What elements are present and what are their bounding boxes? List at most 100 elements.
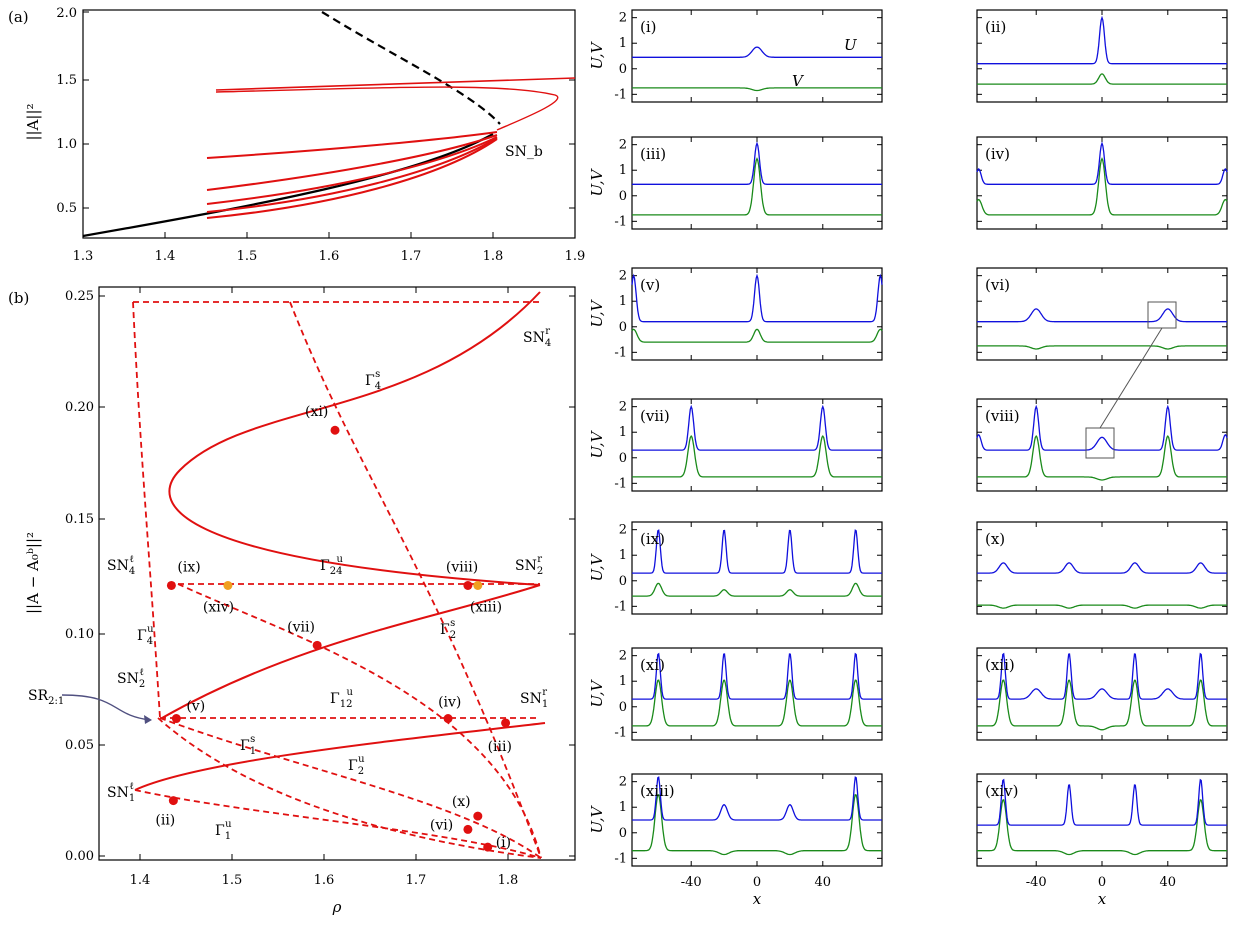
profile-xlabel-13: x [753,890,762,908]
profile-xtick-label-13-2: 40 [815,875,832,890]
b-point-label-8: (viii) [446,559,478,575]
profile-ytick-label-5-3: -1 [614,345,627,360]
profile-ytick-label-11-0: 2 [619,649,627,664]
profile-ytick-label-5-1: 1 [619,294,627,309]
profile-label-14: (xiv) [985,782,1018,800]
b-label-sn4r: SN4r [523,326,551,349]
b-point-1 [483,842,493,852]
profile-v-curve-12 [977,679,1227,731]
b-point-5 [171,714,181,724]
profile-v-curve-14 [977,798,1227,856]
panel-b: (b) 1.4 1.5 1.6 1.7 1.8 0.00 0.05 0.10 0… [8,286,576,916]
panel-b-ticks [99,287,575,860]
profile-u-curve-14 [977,778,1227,826]
b-point-6 [463,824,473,834]
profile-xtick-label-14-0: -40 [1026,875,1047,890]
b-gamma2s-lower [161,584,541,719]
profile-panel-10: (x) [976,521,1228,615]
profile-xtick-label-14-1: 0 [1098,875,1106,890]
profile-label-5: (v) [640,276,660,294]
profile-panels: 2 1 0 -1 U,V (i) U V (ii) 2 1 0 -1 U,V (iii) (iv) 2 1 0 -1 U… [588,9,1228,908]
panel-a-ticks [82,11,576,238]
b-point-11 [330,425,340,435]
profile-xlabel-14: x [1098,890,1107,908]
profile-v-curve-6 [977,345,1227,350]
b-point-8 [463,580,473,590]
profile-panel-11: 2 1 0 -1 U,V (xi) [588,647,883,741]
profile-xtick-label-13-1: 0 [753,875,761,890]
a-ytick-4: 2.0 [56,6,77,21]
profile-xtick-label-13-0: -40 [681,875,702,890]
profile-u-curve-6 [977,308,1227,323]
b-point-3 [501,718,511,728]
b-point-label-5: (v) [186,699,205,715]
profile-ytick-label-1-2: 0 [619,62,627,77]
profile-panel-6: (vi) [976,267,1228,361]
profile-u-curve-1 [632,46,882,58]
b-point-label-4: (iv) [438,695,461,711]
a-red-branch-6 [206,137,498,213]
a-ytick-3: 1.5 [56,73,77,88]
b-point-label-2: (ii) [155,813,175,829]
profile-ytick-label-3-3: -1 [614,214,627,229]
profile-u-curve-8 [976,404,1228,451]
b-sr-arrow [61,694,151,721]
profile-ytick-label-3-2: 0 [619,189,627,204]
profile-v-curve-7 [632,434,882,478]
profile-panel-14: -40 0 40 x (xiv) [976,773,1228,908]
b-ytick-6: 0.25 [65,289,94,304]
profile-u-curve-11 [632,652,882,700]
profile-v-curve-4 [976,157,1228,216]
profile-panel-5: 2 1 0 -1 U,V (v) [588,267,883,361]
profile-ytick-label-13-1: 1 [619,800,627,815]
profile-ylabel-11: U,V [588,678,606,707]
a-red-branch-2 [215,86,559,131]
profile-ytick-label-9-0: 2 [619,523,627,538]
profile-v-curve-2 [977,73,1227,85]
a-red-branch-5 [206,136,498,205]
a-red-branch-1 [215,77,576,91]
b-label-gamma1u: Γ1u [215,819,232,842]
b-ytick-5: 0.20 [65,400,94,415]
profile-label-10: (x) [985,530,1005,548]
profile-panel-1: 2 1 0 -1 U,V (i) U V [588,9,883,103]
profile-u-curve-3 [632,141,882,185]
profile-ytick-label-13-0: 2 [619,775,627,790]
profile-ylabel-7: U,V [588,429,606,458]
b-ylabel: ||A − A₀ᵇ||² [24,532,42,614]
a-black-branch [82,133,494,238]
profile-panel-4: (iv) [976,136,1228,230]
b-xtick-3: 1.6 [314,873,335,888]
profile-ylabel-13: U,V [588,804,606,833]
profile-label-1: (i) [640,18,657,36]
a-dashed-branch [321,11,501,125]
profile-ytick-label-1-0: 2 [619,11,627,26]
profile-panel-3: 2 1 0 -1 U,V (iii) [588,136,883,230]
b-ytick-1: 0.00 [65,849,94,864]
profile-label-7: (vii) [640,407,670,425]
b-point-label-1: (i) [496,835,511,851]
profile-panel-13: 2 1 0 -1 -40 0 40 U,V x (xiii) [588,773,883,908]
b-point-label-11: (xi) [305,404,328,420]
b-point-label-7: (vii) [287,619,315,635]
profile-label-4: (iv) [985,145,1010,163]
profile-u-curve-12 [977,652,1227,700]
profile-ytick-label-7-2: 0 [619,451,627,466]
profile-ytick-label-9-3: -1 [614,599,627,614]
b-point-label-6: (vi) [430,817,453,833]
b-ytick-4: 0.15 [65,512,94,527]
a-ytick-2: 1.0 [56,137,77,152]
profile-ytick-label-7-3: -1 [614,476,627,491]
b-label-sn4l: SN4ℓ [107,554,135,577]
profile-ytick-label-9-2: 0 [619,574,627,589]
b-point-10 [473,811,483,821]
a-xtick-6: 1.8 [483,249,504,264]
a-snb-label: SN_b [505,144,543,160]
profile-ylabel-3: U,V [588,167,606,196]
profile-label-6: (vi) [985,276,1010,294]
profile-u-curve-9 [632,529,882,574]
b-label-sn1r: SN1r [520,687,548,710]
a-ytick-1: 0.5 [56,201,77,216]
profile-v-curve-1 [632,87,882,92]
b-xlabel: ρ [332,898,342,916]
